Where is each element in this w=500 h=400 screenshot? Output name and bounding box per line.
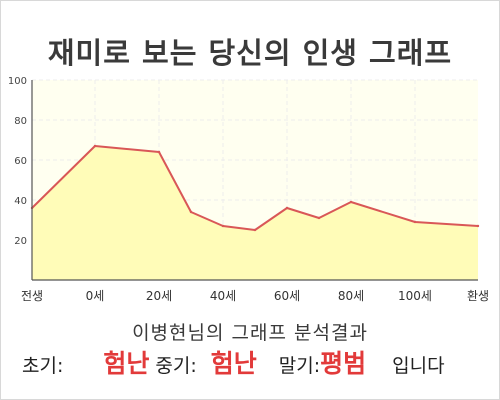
data-point xyxy=(221,224,225,228)
early-label: 초기: xyxy=(22,355,64,377)
y-tick-label: 60 xyxy=(14,156,27,167)
data-point xyxy=(157,150,161,154)
data-point xyxy=(349,200,353,204)
x-tick-label: 80세 xyxy=(338,289,364,303)
x-tick-label: 환생 xyxy=(467,289,489,303)
y-tick-label: 20 xyxy=(14,236,27,247)
data-point xyxy=(93,144,97,148)
early-value: 험난 xyxy=(103,349,150,378)
x-tick-label: 40세 xyxy=(210,289,236,303)
life-area-fill xyxy=(32,146,478,280)
x-tick-label: 0세 xyxy=(86,289,105,303)
page-title: 재미로 보는 당신의 인생 그래프 xyxy=(47,36,453,70)
late-label: 말기: xyxy=(278,355,321,377)
late-value: 평범 xyxy=(320,349,367,378)
data-point xyxy=(413,220,417,224)
data-point xyxy=(253,228,257,232)
data-point xyxy=(476,224,480,228)
mid-value: 험난 xyxy=(210,349,257,378)
x-tick-label: 100세 xyxy=(398,289,432,303)
data-point xyxy=(317,216,321,220)
data-point xyxy=(285,206,289,210)
data-point xyxy=(189,210,193,214)
mid-label: 중기: xyxy=(155,355,197,377)
x-tick-label: 20세 xyxy=(146,289,172,303)
analysis-heading: 이병현님의 그래프 분석결과 xyxy=(132,322,368,344)
x-tick-labels: 전생 0세 20세 40세 60세 80세 100세 환생 xyxy=(21,289,489,303)
y-tick-labels: 20 40 60 80 100 xyxy=(8,76,27,247)
analysis-result: 초기: 험난 중기: 험난 말기: 평범 입니다 xyxy=(22,344,492,380)
y-tick-label: 100 xyxy=(8,76,27,87)
y-tick-label: 80 xyxy=(14,116,27,127)
y-tick-label: 40 xyxy=(14,196,27,207)
x-tick-label: 60세 xyxy=(274,289,300,303)
result-suffix: 입니다 xyxy=(392,355,445,377)
x-tick-label: 전생 xyxy=(21,289,43,303)
